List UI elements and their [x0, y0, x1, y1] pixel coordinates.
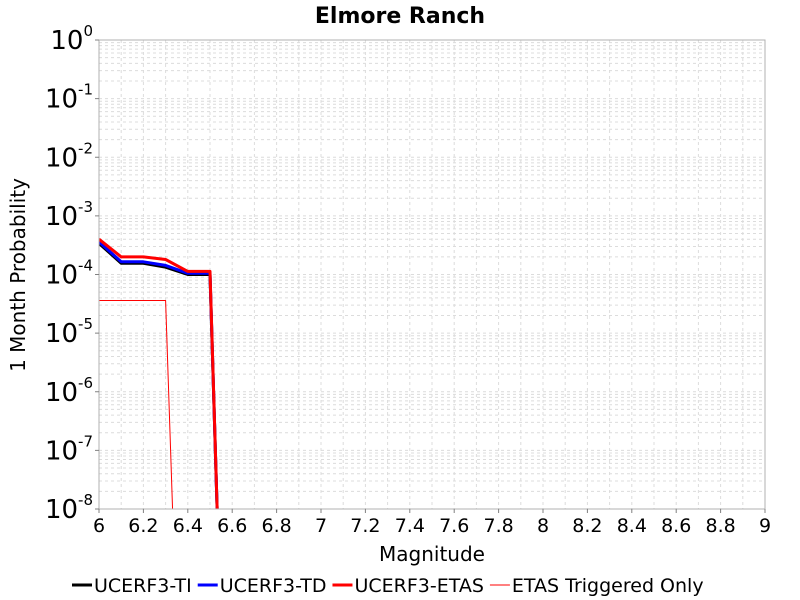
y-tick-label: 10-5 [45, 315, 93, 349]
x-tick-label: 8.2 [572, 515, 602, 537]
legend-label: UCERF3-ETAS [354, 575, 483, 597]
x-tick-label: 6.2 [128, 515, 158, 537]
y-tick-base: 10 [45, 319, 78, 349]
x-tick-label: 6.4 [173, 515, 203, 537]
y-tick-exponent: -3 [78, 198, 93, 216]
x-tick-label: 7.4 [395, 515, 425, 537]
y-tick-base: 10 [50, 26, 83, 56]
y-axis-label: 1 Month Probability [6, 178, 30, 372]
y-tick-exponent: -4 [78, 257, 93, 275]
y-tick-label: 10-7 [45, 432, 93, 466]
x-tick-label: 8.4 [617, 515, 647, 537]
x-axis: 6 6.2 6.4 6.6 6.8 7 7.2 7.4 7.6 7.8 8 8.2 8.4 8.6 8.8 9 [93, 509, 771, 537]
x-tick-label: 9 [759, 515, 771, 537]
x-tick-label: 7.8 [483, 515, 513, 537]
y-tick-base: 10 [45, 261, 78, 291]
y-tick-label: 10-1 [45, 81, 93, 115]
y-tick-label: 100 [50, 22, 93, 56]
y-tick-base: 10 [45, 495, 78, 525]
chart-title: Elmore Ranch [315, 4, 485, 29]
x-tick-label: 8 [537, 515, 549, 537]
legend: UCERF3-TI UCERF3-TD UCERF3-ETAS ETAS Trigge… [72, 575, 704, 597]
series-line-3 [99, 300, 174, 509]
y-tick-exponent: -5 [78, 315, 93, 333]
y-tick-exponent: -6 [78, 374, 93, 392]
x-tick-label: 7.2 [350, 515, 380, 537]
y-tick-exponent: -7 [78, 432, 93, 450]
y-tick-base: 10 [45, 436, 78, 466]
series-line-2 [99, 238, 219, 509]
y-tick-label: 10-3 [45, 198, 93, 232]
y-tick-label: 10-6 [45, 374, 93, 408]
x-axis-label: Magnitude [379, 542, 485, 566]
x-tick-label: 6.8 [261, 515, 291, 537]
x-tick-label: 8.6 [661, 515, 691, 537]
y-tick-base: 10 [45, 378, 78, 408]
series-layer [99, 238, 219, 509]
y-tick-label: 10-4 [45, 257, 93, 291]
legend-label: UCERF3-TD [220, 575, 327, 597]
x-tick-label: 8.8 [705, 515, 735, 537]
x-tick-label: 7.6 [439, 515, 469, 537]
y-tick-exponent: -8 [78, 491, 93, 509]
y-tick-label: 10-2 [45, 139, 93, 173]
x-tick-label: 7 [315, 515, 327, 537]
x-tick-label: 6 [93, 515, 105, 537]
x-tick-label: 6.6 [217, 515, 247, 537]
y-tick-exponent: 0 [83, 22, 93, 40]
grid [98, 40, 765, 510]
legend-label: UCERF3-TI [94, 575, 192, 597]
y-tick-base: 10 [45, 202, 78, 232]
y-tick-exponent: -2 [78, 139, 93, 157]
y-tick-base: 10 [45, 143, 78, 173]
y-tick-label: 10-8 [45, 491, 93, 525]
y-tick-base: 10 [45, 85, 78, 115]
legend-label: ETAS Triggered Only [512, 575, 704, 597]
y-tick-exponent: -1 [78, 81, 93, 99]
